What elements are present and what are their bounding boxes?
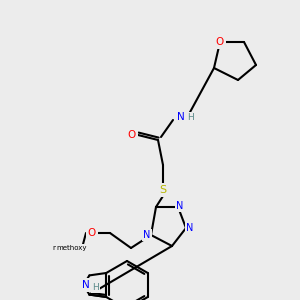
Text: N: N: [82, 280, 89, 290]
Text: N: N: [176, 201, 184, 211]
Text: O: O: [88, 228, 96, 238]
Text: N: N: [143, 230, 151, 240]
Text: O: O: [128, 130, 136, 140]
Text: methoxy: methoxy: [57, 245, 87, 251]
Text: N: N: [186, 223, 194, 233]
Text: N: N: [177, 112, 185, 122]
Text: methoxy: methoxy: [53, 245, 83, 251]
Text: H: H: [188, 113, 194, 122]
Text: H: H: [92, 283, 99, 292]
Text: O: O: [216, 37, 224, 47]
Text: S: S: [159, 185, 167, 195]
